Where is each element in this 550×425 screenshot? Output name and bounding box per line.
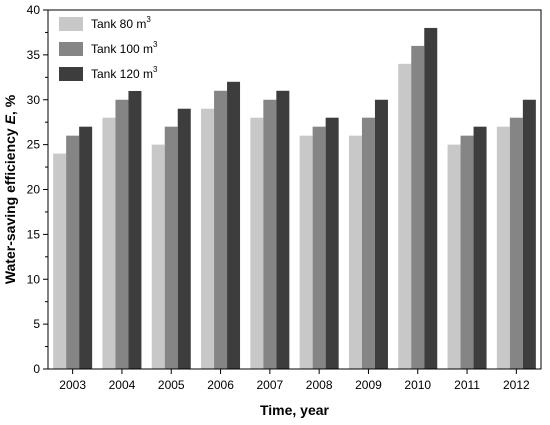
y-axis-title-prefix: Water-saving efficiency <box>2 124 18 284</box>
legend-label-1: Tank 80 m3 <box>91 15 151 31</box>
x-axis-title: Time, year <box>260 402 330 418</box>
legend-swatch-3 <box>59 67 83 81</box>
x-tick-label-2012: 2012 <box>503 378 530 392</box>
bar-2008-series-2 <box>312 126 326 369</box>
bar-2010-series-2 <box>411 45 425 370</box>
bar-2005-series-1 <box>151 144 165 369</box>
bar-2006-series-1 <box>201 108 215 369</box>
bar-2008-series-3 <box>325 117 339 369</box>
y-tick-label: 35 <box>27 48 41 62</box>
y-axis-title-suffix: , % <box>2 94 18 115</box>
legend-label-2: Tank 100 m3 <box>91 40 158 56</box>
bar-2007-series-3 <box>276 90 290 370</box>
bar-2007-series-1 <box>250 117 264 369</box>
x-tick-label-2003: 2003 <box>59 378 86 392</box>
y-tick-label: 20 <box>27 183 41 197</box>
bar-2011-series-3 <box>473 126 487 369</box>
legend-unit-superscript: 3 <box>153 40 158 49</box>
bar-2012-series-1 <box>496 126 510 369</box>
legend-unit-superscript: 3 <box>146 15 151 24</box>
legend-label-3: Tank 120 m3 <box>91 65 158 81</box>
bar-2011-series-2 <box>460 135 474 369</box>
y-tick-label: 40 <box>27 3 41 17</box>
bar-2010-series-3 <box>424 27 438 369</box>
legend: Tank 80 m3 Tank 100 m3 Tank 120 m3 <box>56 12 191 91</box>
y-tick-label: 15 <box>27 227 41 241</box>
bar-2007-series-2 <box>263 99 277 369</box>
y-tick-label: 5 <box>33 317 40 331</box>
bar-2009-series-1 <box>348 135 362 369</box>
axes-layer: 0 5 10 15 20 25 30 35 40 2003 2004 2005 2006 2007 2008… <box>27 3 530 392</box>
x-tick-label-2005: 2005 <box>158 378 185 392</box>
bar-2005-series-2 <box>164 126 178 369</box>
y-tick-label: 10 <box>27 272 41 286</box>
legend-swatch-2 <box>59 42 83 56</box>
x-tick-label-2011: 2011 <box>454 378 480 392</box>
x-tick-label-2009: 2009 <box>355 378 382 392</box>
bar-2006-series-3 <box>227 81 241 370</box>
legend-swatch-1 <box>59 17 83 31</box>
bar-2003-series-3 <box>79 126 93 369</box>
x-tick-label-2010: 2010 <box>404 378 431 392</box>
x-tick-label-2006: 2006 <box>207 378 234 392</box>
y-tick-label: 0 <box>33 362 40 376</box>
bar-2004-series-2 <box>115 99 129 369</box>
bar-2008-series-1 <box>299 135 313 369</box>
bar-2003-series-1 <box>53 153 67 369</box>
bar-2006-series-2 <box>214 90 228 370</box>
bar-2009-series-3 <box>374 99 388 369</box>
bar-2009-series-2 <box>361 117 375 369</box>
y-axis-title: Water-saving efficiency E, % <box>2 94 18 284</box>
bar-2003-series-2 <box>66 135 80 369</box>
bar-2004-series-1 <box>102 117 116 369</box>
bar-2005-series-3 <box>177 108 191 369</box>
y-tick-label: 30 <box>27 93 41 107</box>
bar-2011-series-1 <box>447 144 461 369</box>
bar-2012-series-3 <box>522 99 536 369</box>
y-axis-title-symbol: E <box>2 114 18 124</box>
bar-2012-series-2 <box>509 117 523 369</box>
x-tick-label-2008: 2008 <box>306 378 333 392</box>
bar-2010-series-1 <box>398 63 412 369</box>
bar-2004-series-3 <box>128 90 142 370</box>
legend-unit-superscript: 3 <box>153 65 158 74</box>
x-tick-label-2007: 2007 <box>256 378 283 392</box>
x-tick-label-2004: 2004 <box>109 378 136 392</box>
bars-layer <box>53 27 536 370</box>
y-tick-label: 25 <box>27 138 41 152</box>
